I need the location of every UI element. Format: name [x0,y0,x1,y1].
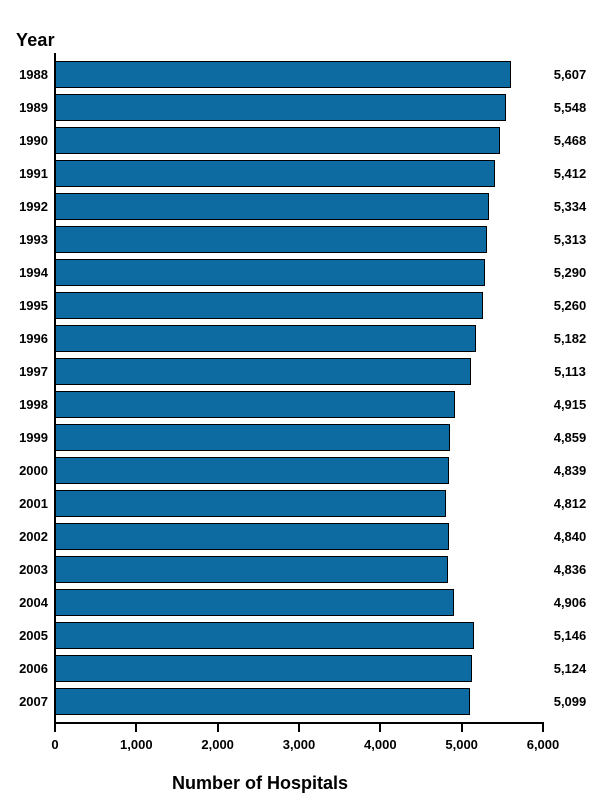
x-axis-tick-label: 4,000 [364,737,397,752]
x-axis-tick-label: 5,000 [445,737,478,752]
year-label: 1995 [19,298,48,313]
value-label: 5,182 [553,331,587,346]
value-label: 4,839 [553,463,587,478]
x-axis-tick-label: 1,000 [120,737,153,752]
bar [55,523,449,550]
bar [55,193,489,220]
bar-row: 1990 5,468 [0,124,606,157]
bar-row: 2005 5,146 [0,619,606,652]
year-label: 2003 [19,562,48,577]
x-axis-tick [460,723,463,732]
x-axis-tick-label: 6,000 [526,737,560,752]
bar-row: 1998 4,915 [0,388,606,421]
value-label: 5,146 [553,628,587,643]
bar [55,358,471,385]
x-axis-title: Number of Hospitals [171,773,349,793]
bar-row: 1989 5,548 [0,91,606,124]
bar [55,655,472,682]
year-label: 1996 [19,331,48,346]
bar-row: 2002 4,840 [0,520,606,553]
bar-row: 2007 5,099 [0,685,606,718]
bar-row: 2003 4,836 [0,553,606,586]
bar [55,259,486,286]
year-label: 1989 [19,100,48,115]
year-label: 2000 [19,463,48,478]
bar [55,226,488,253]
year-label: 1993 [19,232,48,247]
bar-row: 2004 4,906 [0,586,606,619]
bar [55,391,455,418]
year-label: 2007 [19,694,48,709]
value-label: 4,859 [553,430,587,445]
year-label: 1992 [19,199,48,214]
x-axis-tick [216,723,219,732]
bar [55,589,455,616]
value-label: 5,113 [554,364,586,379]
bar-row: 1992 5,334 [0,190,606,223]
x-axis-tick [298,723,300,732]
bar [55,622,474,649]
value-label: 5,313 [553,232,587,247]
value-label: 5,290 [553,265,587,280]
bar [55,292,483,319]
value-label: 5,607 [553,67,587,82]
bar [55,457,449,484]
bar-row: 1991 5,412 [0,157,606,190]
bar-row: 1996 5,182 [0,322,606,355]
bar [55,127,500,154]
bar [55,424,451,451]
value-label: 4,915 [553,397,587,412]
bar-row: 1988 5,607 [0,58,606,91]
year-label: 1988 [19,67,48,82]
year-label: 2006 [19,661,48,676]
year-label: 1994 [19,265,48,280]
year-label: 2002 [19,529,48,544]
bar-row: 1994 5,290 [0,256,606,289]
bar-row: 1993 5,313 [0,223,606,256]
year-label: 2001 [19,496,48,511]
value-label: 4,836 [553,562,587,577]
x-axis-tick [542,723,544,732]
bar [55,556,449,583]
year-label: 2004 [19,595,48,610]
x-axis-tick [135,723,138,732]
bar-row: 2001 4,812 [0,487,606,520]
bar-rows-area: 1988 5,607 1989 5,548 1990 5,468 1991 5,412 1992… [0,58,606,718]
value-label: 5,124 [553,661,587,676]
value-label: 4,840 [553,529,587,544]
year-label: 1990 [19,133,48,148]
x-axis-tick [54,723,56,732]
year-label: 1998 [19,397,48,412]
bar [55,61,512,88]
bar [55,490,447,517]
bar-row: 2000 4,839 [0,454,606,487]
x-axis-tick-label: 0 [51,737,59,752]
value-label: 5,260 [553,298,587,313]
year-label: 2005 [19,628,48,643]
year-label: 1991 [19,166,48,181]
year-label: 1997 [19,364,48,379]
bar-row: 1995 5,260 [0,289,606,322]
bar [55,160,496,187]
value-label: 5,334 [553,199,587,214]
value-label: 5,468 [553,133,587,148]
bar-row: 1999 4,859 [0,421,606,454]
year-label: 1999 [19,430,48,445]
bar-row: 2006 5,124 [0,652,606,685]
bar [55,94,507,121]
value-label: 5,412 [553,166,587,181]
y-axis-line [54,53,56,723]
x-axis-tick-label: 2,000 [201,737,234,752]
value-label: 5,099 [553,694,587,709]
x-axis-tick [379,723,382,732]
bar [55,325,477,352]
y-axis-title: Year [16,30,55,50]
value-label: 4,812 [553,496,587,511]
value-label: 5,548 [553,100,587,115]
x-axis-tick-label: 3,000 [282,737,316,752]
value-label: 4,906 [553,595,587,610]
bar-row: 1997 5,113 [0,355,606,388]
bar [55,688,470,715]
